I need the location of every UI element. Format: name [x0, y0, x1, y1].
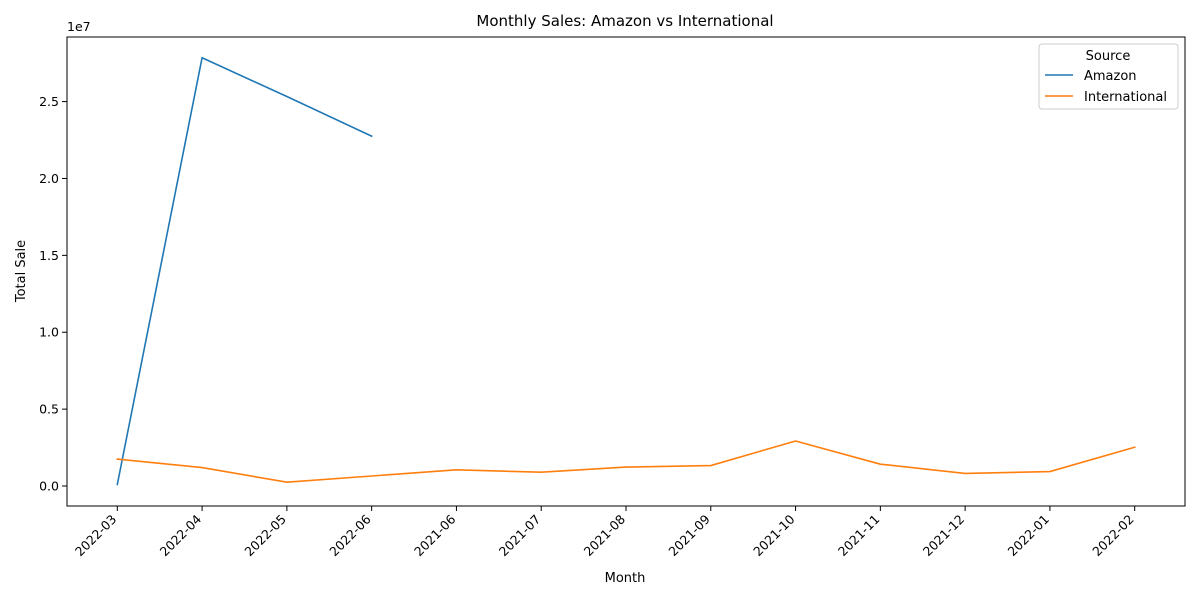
x-tick-label: 2022-05: [241, 512, 289, 560]
y-tick-label: 1.5: [39, 248, 59, 263]
x-axis-label: Month: [605, 571, 646, 586]
x-tick-label: 2022-06: [326, 511, 374, 559]
y-axis-label: Total Sale: [14, 240, 29, 303]
x-tick-label: 2021-08: [581, 511, 629, 559]
series-line-amazon: [116, 56, 373, 486]
x-tick-label: 2021-10: [750, 511, 798, 559]
legend-label-international: International: [1084, 90, 1167, 105]
y-tick-label: 0.5: [39, 402, 59, 417]
x-tick-label: 2022-04: [157, 511, 205, 559]
legend-label-amazon: Amazon: [1084, 69, 1137, 84]
x-tick-label: 2021-12: [920, 512, 968, 560]
chart-title: Monthly Sales: Amazon vs International: [476, 12, 773, 30]
x-tick-label: 2021-06: [411, 511, 459, 559]
x-tick-label: 2021-07: [496, 512, 544, 560]
y-offset-text: 1e7: [67, 19, 91, 34]
x-tick-label: 2022-01: [1004, 512, 1052, 560]
legend-title: Source: [1086, 49, 1131, 64]
x-tick-label: 2022-02: [1089, 512, 1137, 560]
legend: Source Amazon International: [1038, 43, 1179, 110]
y-tick-label: 2.0: [39, 171, 59, 186]
y-tick-label: 0.0: [39, 479, 59, 494]
x-tick-label: 2021-11: [835, 512, 883, 560]
series-line-international: [116, 440, 1136, 483]
y-tick-label: 2.5: [39, 94, 59, 109]
y-tick-label: 1.0: [39, 325, 59, 340]
plot-frame: [66, 36, 1186, 507]
x-tick-label: 2022-03: [72, 512, 120, 560]
legend-frame: [1038, 43, 1179, 110]
x-tick-label: 2021-09: [665, 511, 713, 559]
